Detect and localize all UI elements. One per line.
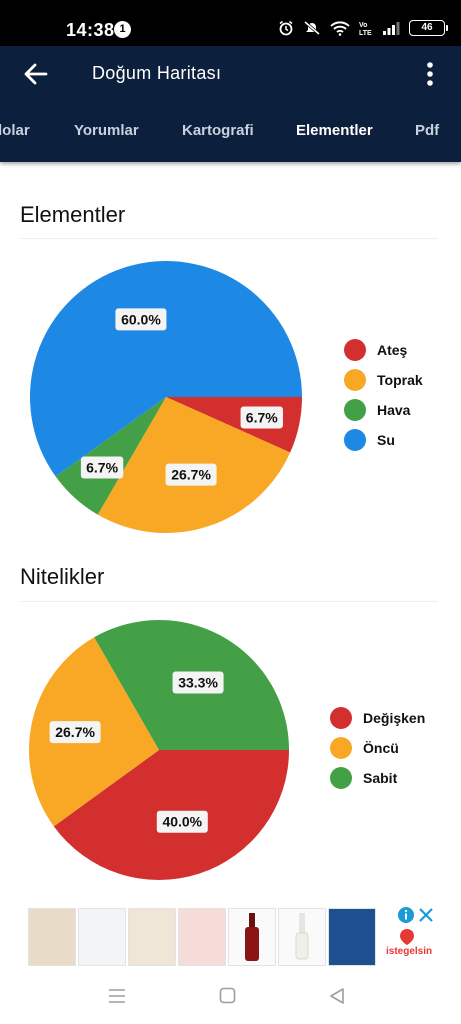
brand-logo-icon [400, 929, 414, 945]
legend-label: Değişken [363, 710, 426, 726]
ad-banner[interactable]: istegelsin [22, 904, 440, 966]
bottle-icon [295, 913, 309, 960]
tab-yorumlar[interactable]: Yorumlar [74, 122, 139, 139]
legend-label: Ateş [377, 342, 408, 358]
tab-partial[interactable]: lolar [0, 122, 30, 139]
info-icon[interactable] [397, 906, 415, 924]
legend-label: Su [377, 432, 395, 448]
pie-data-label-text: 40.0% [162, 814, 202, 830]
mute-icon [304, 20, 320, 36]
ad-product-image[interactable] [78, 908, 126, 966]
ad-product-image[interactable] [28, 908, 76, 966]
elements-pie-chart: 6.7% 26.7% 6.7% 60.0% [29, 260, 302, 533]
legend-item-hava: Hava [344, 399, 410, 421]
legend-swatch [344, 399, 366, 421]
divider [20, 601, 438, 602]
pie-data-label-text: 6.7% [86, 460, 118, 476]
status-icons: Vo LTE 46 [278, 20, 448, 36]
signal-icon [383, 22, 400, 35]
legend-item-değişken: Değişken [330, 707, 425, 729]
battery-icon: 46 [409, 20, 448, 36]
qualities-pie-chart: 40.0% 26.7% 33.3% [29, 620, 290, 880]
divider [20, 238, 438, 239]
tab-bar: lolar Yorumlar Kartografi Elementler Pdf [0, 102, 461, 162]
bottle-icon [245, 913, 259, 961]
legend-swatch [344, 369, 366, 391]
recent-apps-icon[interactable] [108, 988, 126, 1004]
pie-slice-hava [55, 397, 166, 515]
legend-item-öncü: Öncü [330, 737, 399, 759]
alarm-icon [279, 20, 293, 36]
elements-section-title: Elementler [20, 202, 126, 227]
pie-data-label: 33.3% [172, 671, 224, 694]
ad-product-image[interactable] [228, 908, 276, 966]
ad-product-image[interactable] [278, 908, 326, 966]
home-icon[interactable] [219, 987, 236, 1004]
pie-data-label-text: 33.3% [178, 674, 218, 690]
legend-swatch [344, 429, 366, 451]
more-vertical-icon[interactable] [418, 60, 442, 88]
legend-label: Toprak [377, 372, 423, 388]
ad-product-image[interactable] [178, 908, 226, 966]
pie-data-label: 60.0% [115, 308, 167, 331]
tab-elementler[interactable]: Elementler [296, 122, 373, 139]
legend-item-toprak: Toprak [344, 369, 423, 391]
pie-data-label: 6.7% [240, 406, 283, 429]
system-nav-bar [0, 966, 461, 1024]
pie-data-label: 26.7% [165, 463, 217, 486]
arrow-left-icon[interactable] [22, 60, 50, 88]
legend-item-ateş: Ateş [344, 339, 407, 361]
pie-data-label-text: 26.7% [171, 467, 211, 483]
pie-data-label: 40.0% [156, 810, 208, 833]
notification-badge: 1 [114, 21, 131, 38]
status-time: 14:38 [66, 20, 115, 40]
qualities-section-title: Nitelikler [20, 564, 105, 589]
back-nav-icon[interactable] [328, 987, 346, 1005]
ad-product-image[interactable] [128, 908, 176, 966]
legend-label: Öncü [363, 740, 399, 756]
pie-data-label: 6.7% [80, 456, 124, 479]
legend-swatch [330, 737, 352, 759]
page-title: Doğum Haritası [92, 63, 222, 83]
legend-item-su: Su [344, 429, 395, 451]
legend-swatch [330, 767, 352, 789]
ad-product-image[interactable] [328, 908, 376, 966]
legend-item-sabit: Sabit [330, 767, 397, 789]
status-bar: 14:38 1 Vo LTE 46 [0, 0, 461, 46]
pie-slice-su [29, 260, 302, 477]
svg-text:Vo: Vo [359, 22, 367, 29]
legend-swatch [330, 707, 352, 729]
pie-data-label-text: 6.7% [246, 409, 278, 425]
ad-brand: istegelsin [386, 946, 433, 957]
svg-text:LTE: LTE [359, 30, 372, 36]
pie-data-label-text: 60.0% [121, 311, 161, 327]
tab-kartografi[interactable]: Kartografi [182, 122, 254, 139]
tab-pdf[interactable]: Pdf [415, 122, 440, 139]
legend-swatch [344, 339, 366, 361]
legend-label: Sabit [363, 770, 398, 786]
app-bar: Doğum Haritası [0, 46, 461, 102]
pie-data-label: 26.7% [49, 721, 101, 744]
pie-data-label-text: 26.7% [55, 724, 95, 740]
wifi-icon [330, 21, 350, 36]
close-icon[interactable] [418, 907, 434, 923]
legend-label: Hava [377, 402, 411, 418]
